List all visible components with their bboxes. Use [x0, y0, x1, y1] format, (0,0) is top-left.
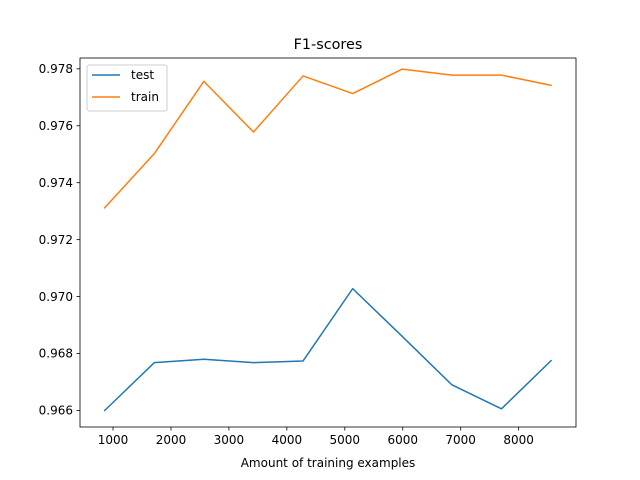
x-axis-label: Amount of training examples: [241, 456, 416, 470]
x-tick-label: 3000: [214, 433, 245, 447]
x-tick-label: 8000: [503, 433, 534, 447]
chart-title: F1-scores: [294, 37, 363, 53]
y-tick-label: 0.978: [39, 62, 73, 76]
y-tick-label: 0.968: [39, 347, 73, 361]
legend-label-train: train: [131, 90, 159, 104]
axes-frame: [79, 57, 577, 428]
y-tick-label: 0.970: [39, 290, 73, 304]
legend: test train: [86, 64, 168, 112]
x-tick-label: 6000: [387, 433, 418, 447]
legend-label-test: test: [131, 68, 154, 82]
legend-box: [86, 64, 168, 112]
x-tick-label: 5000: [330, 433, 361, 447]
x-tick-label: 1000: [98, 433, 129, 447]
x-tick-label: 2000: [156, 433, 187, 447]
y-tick-label: 0.976: [39, 119, 73, 133]
plot-area: 1000 2000 3000 4000 5000 6000 7000 8000 0.966 0.9…: [39, 57, 577, 447]
series-line-test: [103, 287, 553, 412]
x-tick-label: 7000: [445, 433, 476, 447]
y-tick-label: 0.974: [39, 176, 73, 190]
y-tick-label: 0.966: [39, 404, 73, 418]
x-tick-label: 4000: [272, 433, 303, 447]
y-tick-label: 0.972: [39, 233, 73, 247]
series-line-train: [103, 68, 552, 209]
